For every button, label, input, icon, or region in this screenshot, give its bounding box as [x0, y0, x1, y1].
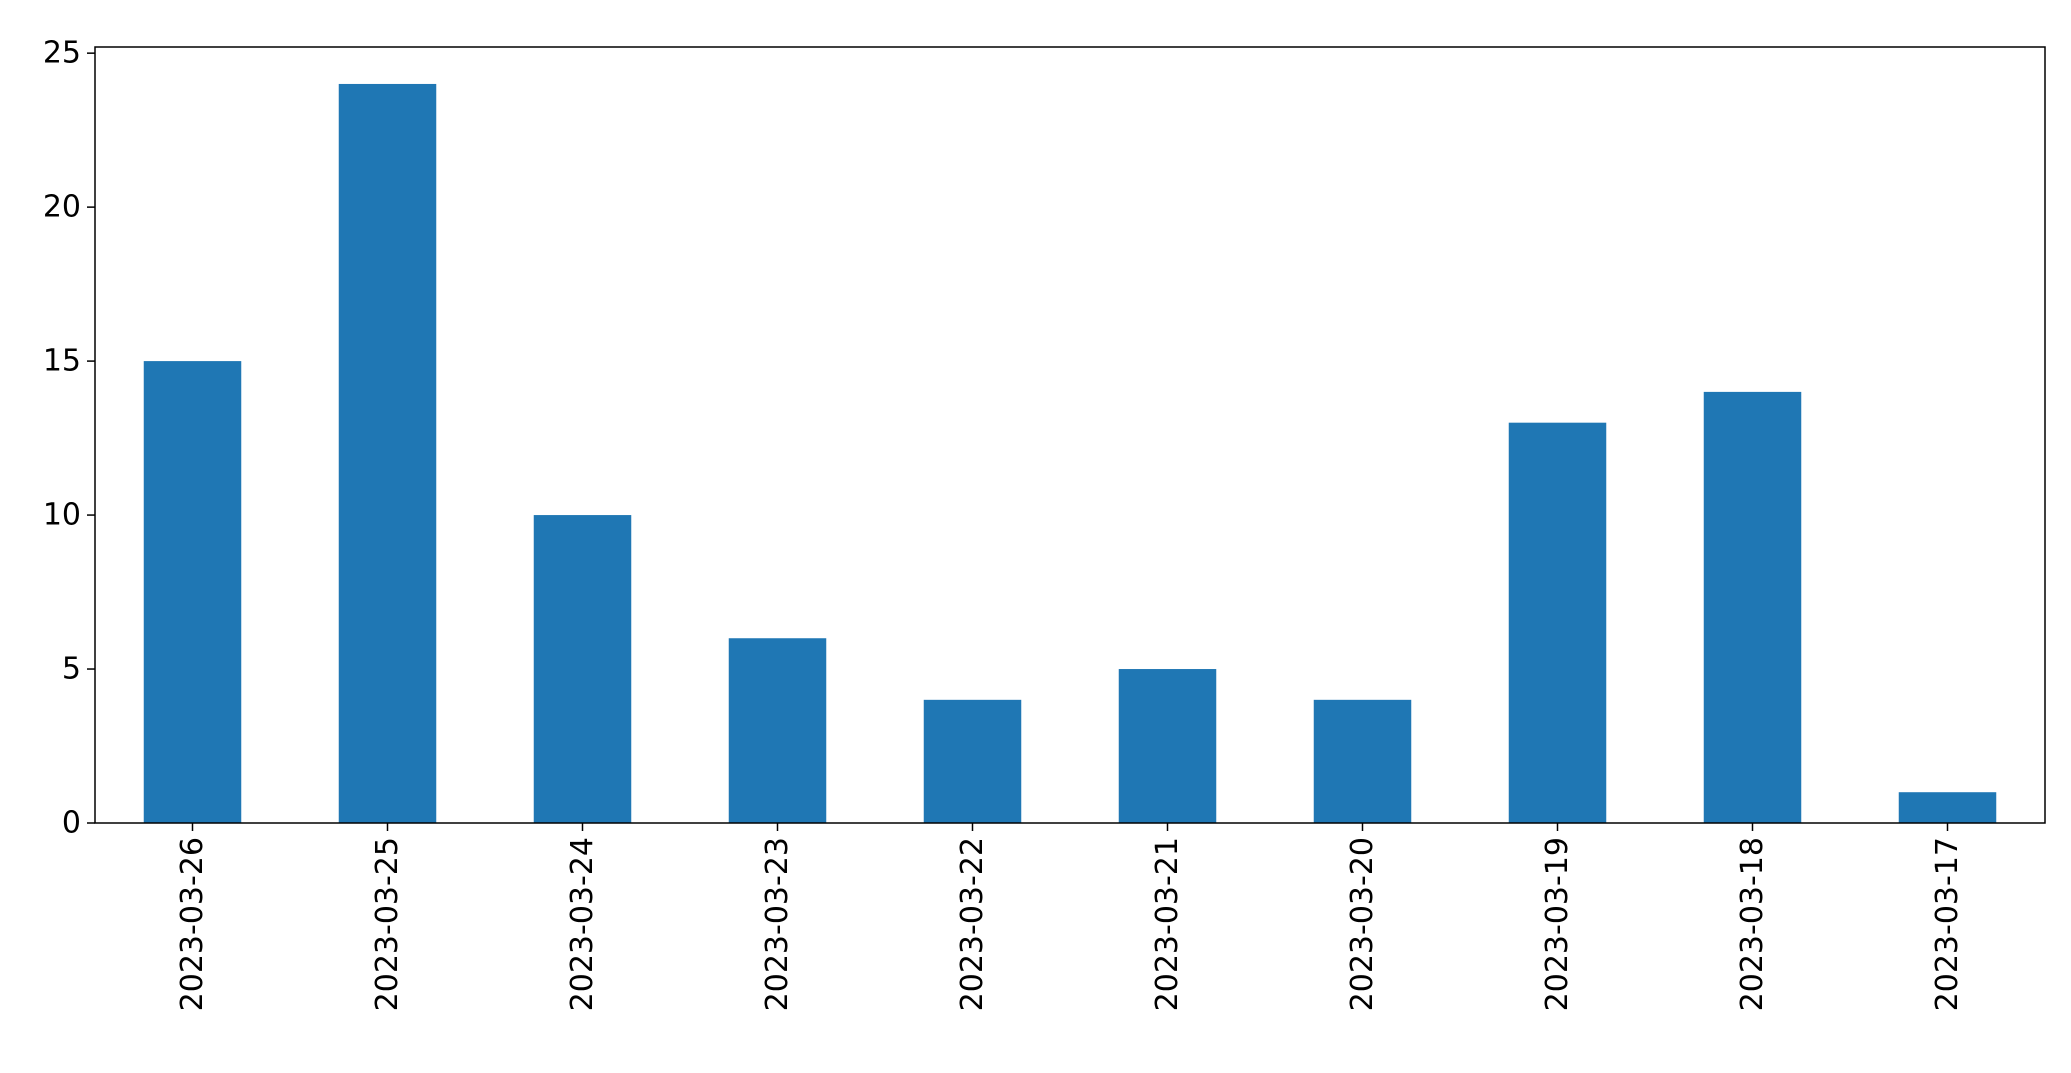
y-axis: 0 5 10 15 20 25: [43, 36, 95, 841]
bar-2023-03-21: [1118, 669, 1217, 823]
bar-2023-03-26: [143, 361, 242, 823]
y-tick-label: 5: [62, 652, 81, 687]
bar-2023-03-18: [1703, 391, 1802, 823]
bar-2023-03-20: [1313, 699, 1412, 823]
x-tick-label: 2023-03-23: [760, 837, 795, 1011]
bar-2023-03-24: [533, 515, 632, 823]
x-tick-label: 2023-03-17: [1930, 837, 1965, 1011]
bar-2023-03-19: [1508, 422, 1607, 823]
x-tick-label: 2023-03-20: [1345, 837, 1380, 1011]
x-tick-label: 2023-03-22: [955, 837, 990, 1011]
bar-2023-03-22: [923, 699, 1022, 823]
x-tick-label: 2023-03-18: [1735, 837, 1770, 1011]
x-tick-label: 2023-03-21: [1150, 837, 1185, 1011]
bar-2023-03-17: [1898, 792, 1997, 823]
x-tick-label: 2023-03-26: [175, 837, 210, 1011]
bar-2023-03-25: [338, 83, 437, 823]
x-axis: 2023-03-26 2023-03-25 2023-03-24 2023-03-23…: [175, 823, 1965, 1011]
bar-2023-03-23: [728, 638, 827, 823]
bars-group: [143, 83, 1997, 823]
y-tick-label: 15: [43, 344, 81, 379]
x-tick-label: 2023-03-19: [1540, 837, 1575, 1011]
plot-frame: [94, 46, 2046, 824]
y-tick-label: 0: [62, 806, 81, 841]
y-tick-label: 20: [43, 190, 81, 225]
x-tick-label: 2023-03-25: [370, 837, 405, 1011]
y-tick-label: 25: [43, 36, 81, 71]
y-tick-label: 10: [43, 498, 81, 533]
x-tick-label: 2023-03-24: [565, 837, 600, 1011]
